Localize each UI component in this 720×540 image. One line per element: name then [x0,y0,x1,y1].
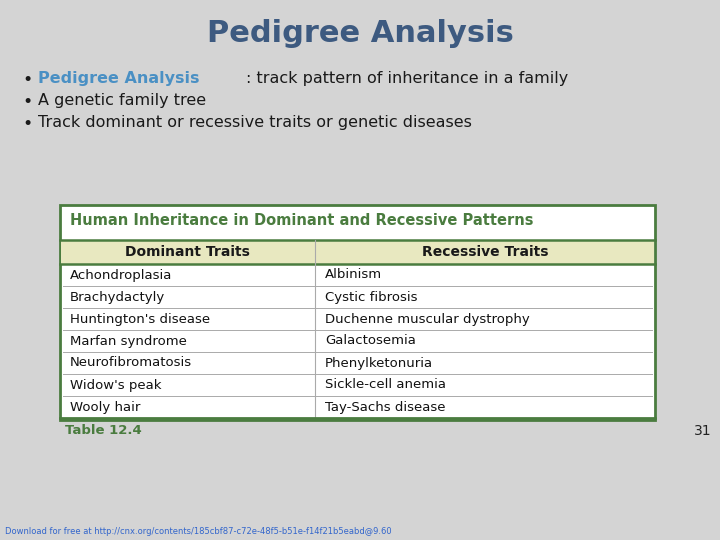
Text: Albinism: Albinism [325,268,382,281]
Text: Neurofibromatosis: Neurofibromatosis [70,356,192,369]
Text: Pedigree Analysis: Pedigree Analysis [38,71,199,86]
Text: Pedigree Analysis: Pedigree Analysis [207,19,513,49]
Text: : track pattern of inheritance in a family: : track pattern of inheritance in a fami… [246,71,569,86]
Text: Wooly hair: Wooly hair [70,401,140,414]
Text: Dominant Traits: Dominant Traits [125,245,250,259]
Text: Download for free at http://cnx.org/contents/185cbf87-c72e-48f5-b51e-f14f21b5eab: Download for free at http://cnx.org/cont… [5,527,392,536]
Text: Table 12.4: Table 12.4 [65,424,142,437]
Text: Track dominant or recessive traits or genetic diseases: Track dominant or recessive traits or ge… [38,115,472,130]
Text: A genetic family tree: A genetic family tree [38,93,206,108]
Text: •: • [22,71,32,89]
Text: Achondroplasia: Achondroplasia [70,268,172,281]
Text: Brachydactyly: Brachydactyly [70,291,166,303]
FancyBboxPatch shape [61,240,654,264]
Text: •: • [22,115,32,133]
Text: Phenylketonuria: Phenylketonuria [325,356,433,369]
Text: •: • [22,93,32,111]
Text: Recessive Traits: Recessive Traits [422,245,548,259]
Text: Widow's peak: Widow's peak [70,379,161,392]
Text: Sickle-cell anemia: Sickle-cell anemia [325,379,446,392]
Text: Human Inheritance in Dominant and Recessive Patterns: Human Inheritance in Dominant and Recess… [70,213,534,228]
Text: Marfan syndrome: Marfan syndrome [70,334,187,348]
Text: Galactosemia: Galactosemia [325,334,416,348]
FancyBboxPatch shape [60,205,655,420]
Text: 31: 31 [694,424,712,438]
Text: Duchenne muscular dystrophy: Duchenne muscular dystrophy [325,313,530,326]
Text: Cystic fibrosis: Cystic fibrosis [325,291,418,303]
Text: Tay-Sachs disease: Tay-Sachs disease [325,401,446,414]
Text: Huntington's disease: Huntington's disease [70,313,210,326]
